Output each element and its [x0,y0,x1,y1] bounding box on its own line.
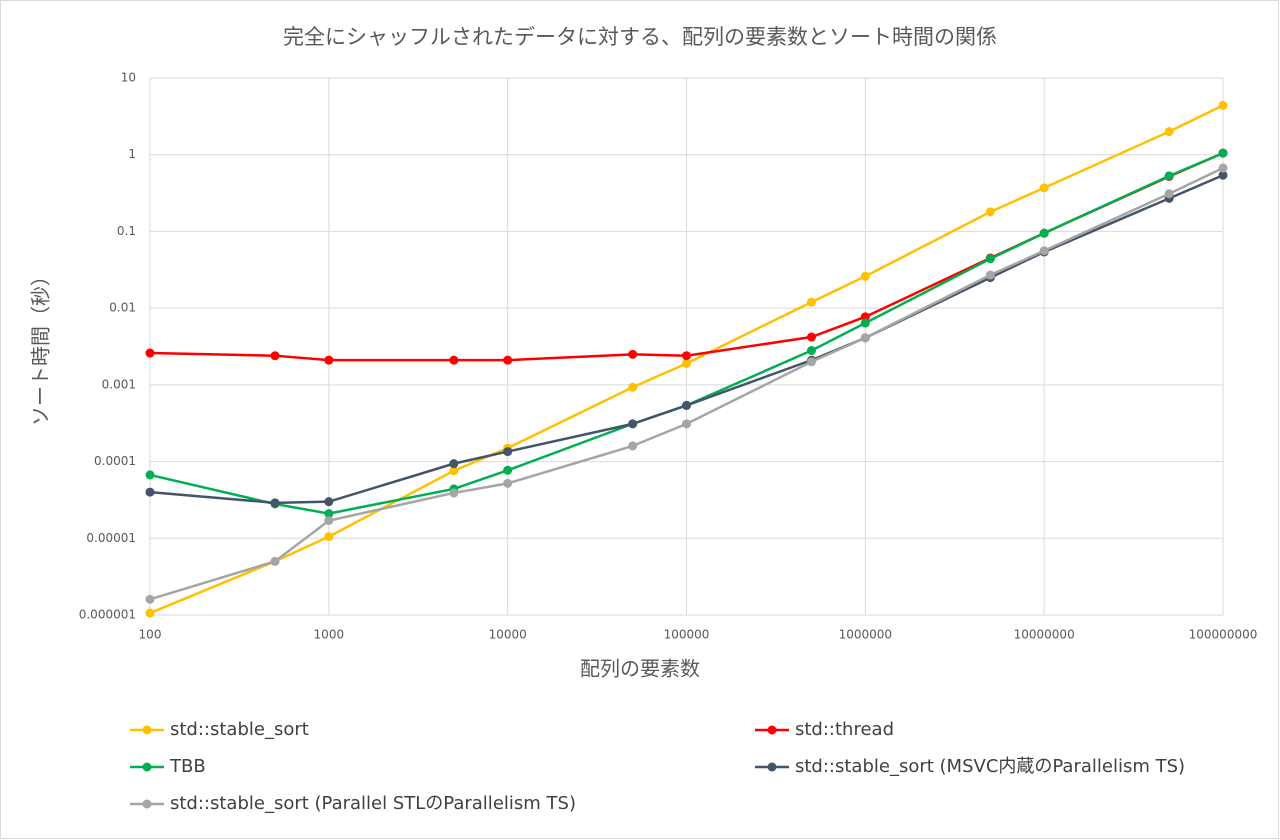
legend-swatch-marker [142,799,152,809]
x-tick-label: 100000000 [1189,628,1258,642]
data-point [145,594,155,604]
legend-label: std::stable_sort [170,719,309,740]
legend-swatch-marker [767,762,777,772]
data-point [324,532,334,542]
data-point [860,333,870,343]
data-point [1218,170,1228,180]
data-point [145,470,155,480]
data-point [1164,189,1174,199]
y-tick-label: 0.01 [109,301,136,315]
data-point [682,400,691,410]
data-point [1218,148,1228,158]
data-point [145,487,155,497]
legend-swatch-marker [142,725,152,735]
y-tick-label: 0.0001 [94,454,136,468]
data-point [1039,183,1049,193]
data-point [806,297,816,307]
data-point [628,419,638,429]
data-point [449,488,459,498]
data-point [628,441,638,451]
x-axis-label: 配列の要素数 [580,657,700,681]
data-point [324,509,334,519]
x-tick-label: 100000 [664,628,710,642]
data-point [860,312,870,322]
data-point [449,459,459,469]
data-point [145,348,155,358]
data-point [503,447,513,457]
data-point [503,355,513,365]
legend-label: std::stable_sort (MSVC内蔵のParallelism TS) [795,756,1185,777]
y-tick-label: 0.000001 [79,608,136,622]
data-point [1218,163,1228,173]
y-tick-label: 1 [128,147,136,161]
y-tick-label: 0.001 [102,377,136,391]
y-tick-label: 0.1 [117,224,136,238]
data-point [503,478,513,488]
data-point [1039,228,1049,238]
data-point [806,332,816,342]
chart-title: 完全にシャッフルされたデータに対する、配列の要素数とソート時間の関係 [283,25,997,49]
x-tick-label: 1000000 [839,628,892,642]
data-point [806,357,816,367]
data-point [324,355,334,365]
legend-label: TBB [169,756,206,777]
y-tick-label: 10 [121,71,136,85]
data-point [985,270,995,280]
x-tick-label: 10000 [489,628,527,642]
data-point [1164,171,1174,181]
data-point [1039,246,1049,256]
data-point [860,318,870,328]
data-point [860,271,870,281]
legend-label: std::stable_sort (Parallel STLのParalleli… [170,793,576,814]
data-point [449,355,459,365]
data-point [270,498,280,508]
data-point [324,497,334,507]
data-point [628,382,638,392]
data-point [985,207,995,217]
data-point [503,465,513,475]
x-tick-label: 1000 [314,628,345,642]
y-tick-label: 0.00001 [86,531,136,545]
legend-swatch-marker [767,725,777,735]
data-point [270,556,280,566]
data-point [806,346,816,356]
data-point [682,358,691,368]
data-point [628,349,638,359]
data-point [324,516,334,526]
x-tick-label: 100 [139,628,162,642]
x-tick-label: 10000000 [1014,628,1075,642]
data-point [1218,100,1228,110]
data-point [145,608,155,618]
data-point [270,351,280,361]
data-point [1164,127,1174,137]
legend-swatch-marker [142,762,152,772]
data-point [682,419,691,429]
data-point [985,254,995,264]
data-point [449,466,459,476]
y-axis-label: ソート時間（秒） [29,266,53,426]
data-point [682,351,691,361]
legend-label: std::thread [795,719,894,740]
